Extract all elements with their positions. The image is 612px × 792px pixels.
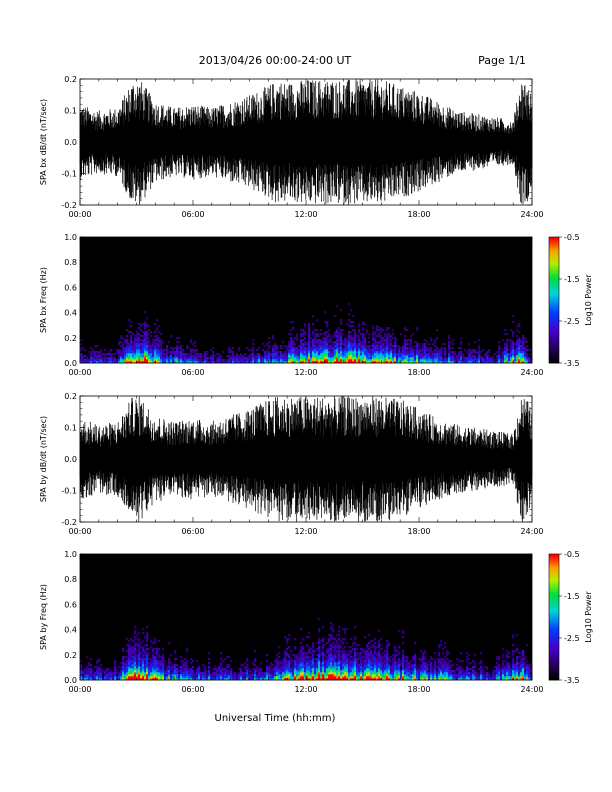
spectrogram-cells [80,303,533,364]
panel-2: -0.5 -1.5 -2.5 -3.5 Log10 Power 1.0 0.8 0.6 0.4 0… [39,233,593,377]
y-tick-label: -0.2 [61,518,77,527]
y-tick-label: 0.1 [64,107,77,116]
x-tick-label: 24:00 [520,527,543,536]
y-tick-label: 0.0 [64,359,77,368]
colorbar-tick-label: -1.5 [564,275,580,284]
y-tick-label: -0.1 [61,487,77,496]
x-tick-label: 00:00 [68,527,91,536]
y-tick-label: 0.2 [64,75,77,84]
y-tick-label: 0.4 [64,626,77,635]
x-tick-label: 18:00 [407,685,430,694]
x-tick-label: 12:00 [294,527,317,536]
y-tick-label: 0.0 [64,455,77,464]
y-tick-label: 0.1 [64,424,77,433]
x-tick-label: 18:00 [407,368,430,377]
x-tick-label: 00:00 [68,368,91,377]
x-tick-label: 06:00 [181,527,204,536]
x-tick-label: 06:00 [181,685,204,694]
y-tick-label: 0.6 [64,600,77,609]
x-tick-label: 24:00 [520,685,543,694]
colorbar: -0.5 -1.5 -2.5 -3.5 Log10 Power [548,550,593,685]
x-tick-label: 18:00 [407,210,430,219]
y-tick-label: -0.1 [61,170,77,179]
x-tick-label: 18:00 [407,527,430,536]
x-tick-label: 24:00 [520,368,543,377]
y-tick-label: 0.8 [64,575,77,584]
y-axis-label: SPA by dB/dt (nT/sec) [39,416,48,502]
x-tick-label: 12:00 [294,368,317,377]
panel-3: 0.2 0.1 0.0 -0.1 -0.200:00 06:00 12:00 18:00 24:… [39,392,544,536]
y-axis-label: SPA bx dB/dt (nT/sec) [39,99,48,185]
x-tick-label: 00:00 [68,210,91,219]
panel-1: 0.2 0.1 0.0 -0.1 -0.200:00 06:00 12:00 18:00 24:… [39,75,544,219]
y-tick-label: 0.0 [64,138,77,147]
colorbar-tick-label: -3.5 [564,676,580,685]
colorbar-tick-label: -1.5 [564,592,580,601]
y-tick-label: 0.6 [64,283,77,292]
y-axis-label: SPA by Freq (Hz) [39,584,48,650]
panel-4: -0.5 -1.5 -2.5 -3.5 Log10 Power 1.0 0.8 0.6 0.4 0… [39,550,593,694]
date-range-title: 2013/04/26 00:00-24:00 UT [199,54,352,67]
y-axis-label: SPA bx Freq (Hz) [39,267,48,333]
colorbar-label: Log10 Power [584,274,593,326]
x-tick-label: 06:00 [181,210,204,219]
y-tick-label: 0.4 [64,309,77,318]
y-tick-label: 0.0 [64,676,77,685]
colorbar-tick-label: -3.5 [564,359,580,368]
x-tick-label: 06:00 [181,368,204,377]
y-tick-label: 0.8 [64,258,77,267]
page-label: Page 1/1 [478,54,526,67]
y-tick-label: -0.2 [61,201,77,210]
colorbar-tick-label: -2.5 [564,317,580,326]
colorbar-tick-label: -0.5 [564,550,580,559]
y-tick-label: 1.0 [64,233,77,242]
y-tick-label: 0.2 [64,392,77,401]
x-tick-label: 12:00 [294,210,317,219]
y-tick-label: 1.0 [64,550,77,559]
colorbar-tick-label: -0.5 [564,233,580,242]
x-tick-label: 12:00 [294,685,317,694]
colorbar-tick-label: -2.5 [564,634,580,643]
y-tick-label: 0.2 [64,651,77,660]
colorbar-label: Log10 Power [584,591,593,643]
x-axis-title: Universal Time (hh:mm) [215,713,336,724]
x-tick-label: 24:00 [520,210,543,219]
spectrogram-cells [80,618,533,681]
y-tick-label: 0.2 [64,334,77,343]
x-tick-label: 00:00 [68,685,91,694]
colorbar: -0.5 -1.5 -2.5 -3.5 Log10 Power [548,233,593,368]
